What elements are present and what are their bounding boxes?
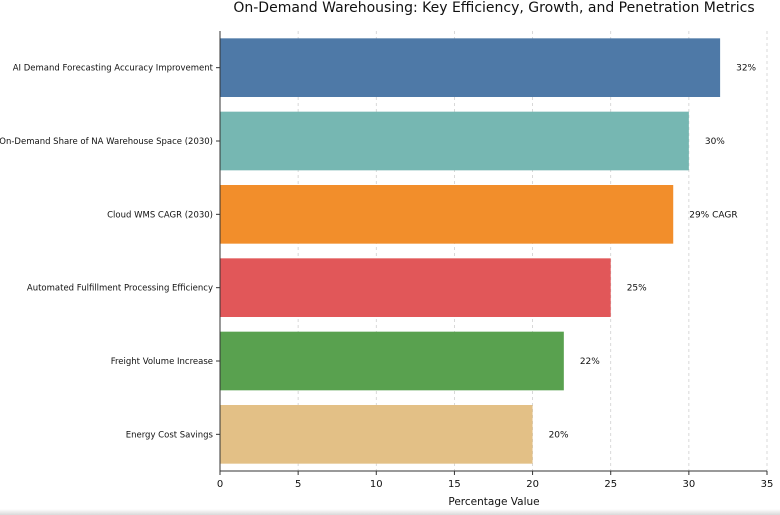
x-axis-title: Percentage Value: [448, 496, 539, 508]
category-label-2: On-Demand Share of NA Warehouse Space (2…: [0, 137, 213, 147]
bar-3: [220, 185, 674, 244]
x-tick-label-30: 30: [682, 479, 695, 490]
category-label-1: AI Demand Forecasting Accuracy Improveme…: [13, 64, 214, 74]
data-label-6: 20%: [549, 430, 569, 440]
x-tick-label-15: 15: [448, 479, 461, 490]
bar-5: [220, 331, 564, 391]
x-tick-label-25: 25: [604, 479, 617, 490]
x-tick-label-5: 5: [295, 479, 301, 490]
data-label-1: 32%: [736, 64, 756, 74]
category-label-6: Energy Cost Savings: [126, 430, 214, 440]
bar-2: [220, 111, 689, 171]
x-tick-label-20: 20: [526, 479, 539, 490]
category-label-5: Freight Volume Increase: [111, 357, 213, 367]
data-label-4: 25%: [627, 284, 647, 294]
bar-4: [220, 258, 611, 317]
data-label-5: 22%: [580, 357, 600, 367]
x-tick-label-10: 10: [370, 479, 383, 490]
axes: [216, 31, 768, 475]
data-label-3: 29% CAGR: [689, 210, 737, 220]
chart-title: On-Demand Warehousing: Key Efficiency, G…: [233, 0, 754, 16]
x-tick-label-35: 35: [761, 479, 774, 490]
bottom-edge-shadow: [0, 509, 780, 515]
x-tick-label-0: 0: [217, 479, 223, 490]
grid-lines: [297, 31, 768, 471]
bar-1: [220, 38, 721, 97]
category-label-3: Cloud WMS CAGR (2030): [107, 210, 213, 220]
labels: 0 5 10 15 20 25 30 35 AI Demand Forecasting Accu…: [0, 64, 773, 490]
bar-6: [220, 405, 533, 464]
data-label-2: 30%: [705, 137, 725, 147]
category-label-4: Automated Fulfillment Processing Efficie…: [27, 284, 213, 294]
bars: [220, 38, 721, 464]
